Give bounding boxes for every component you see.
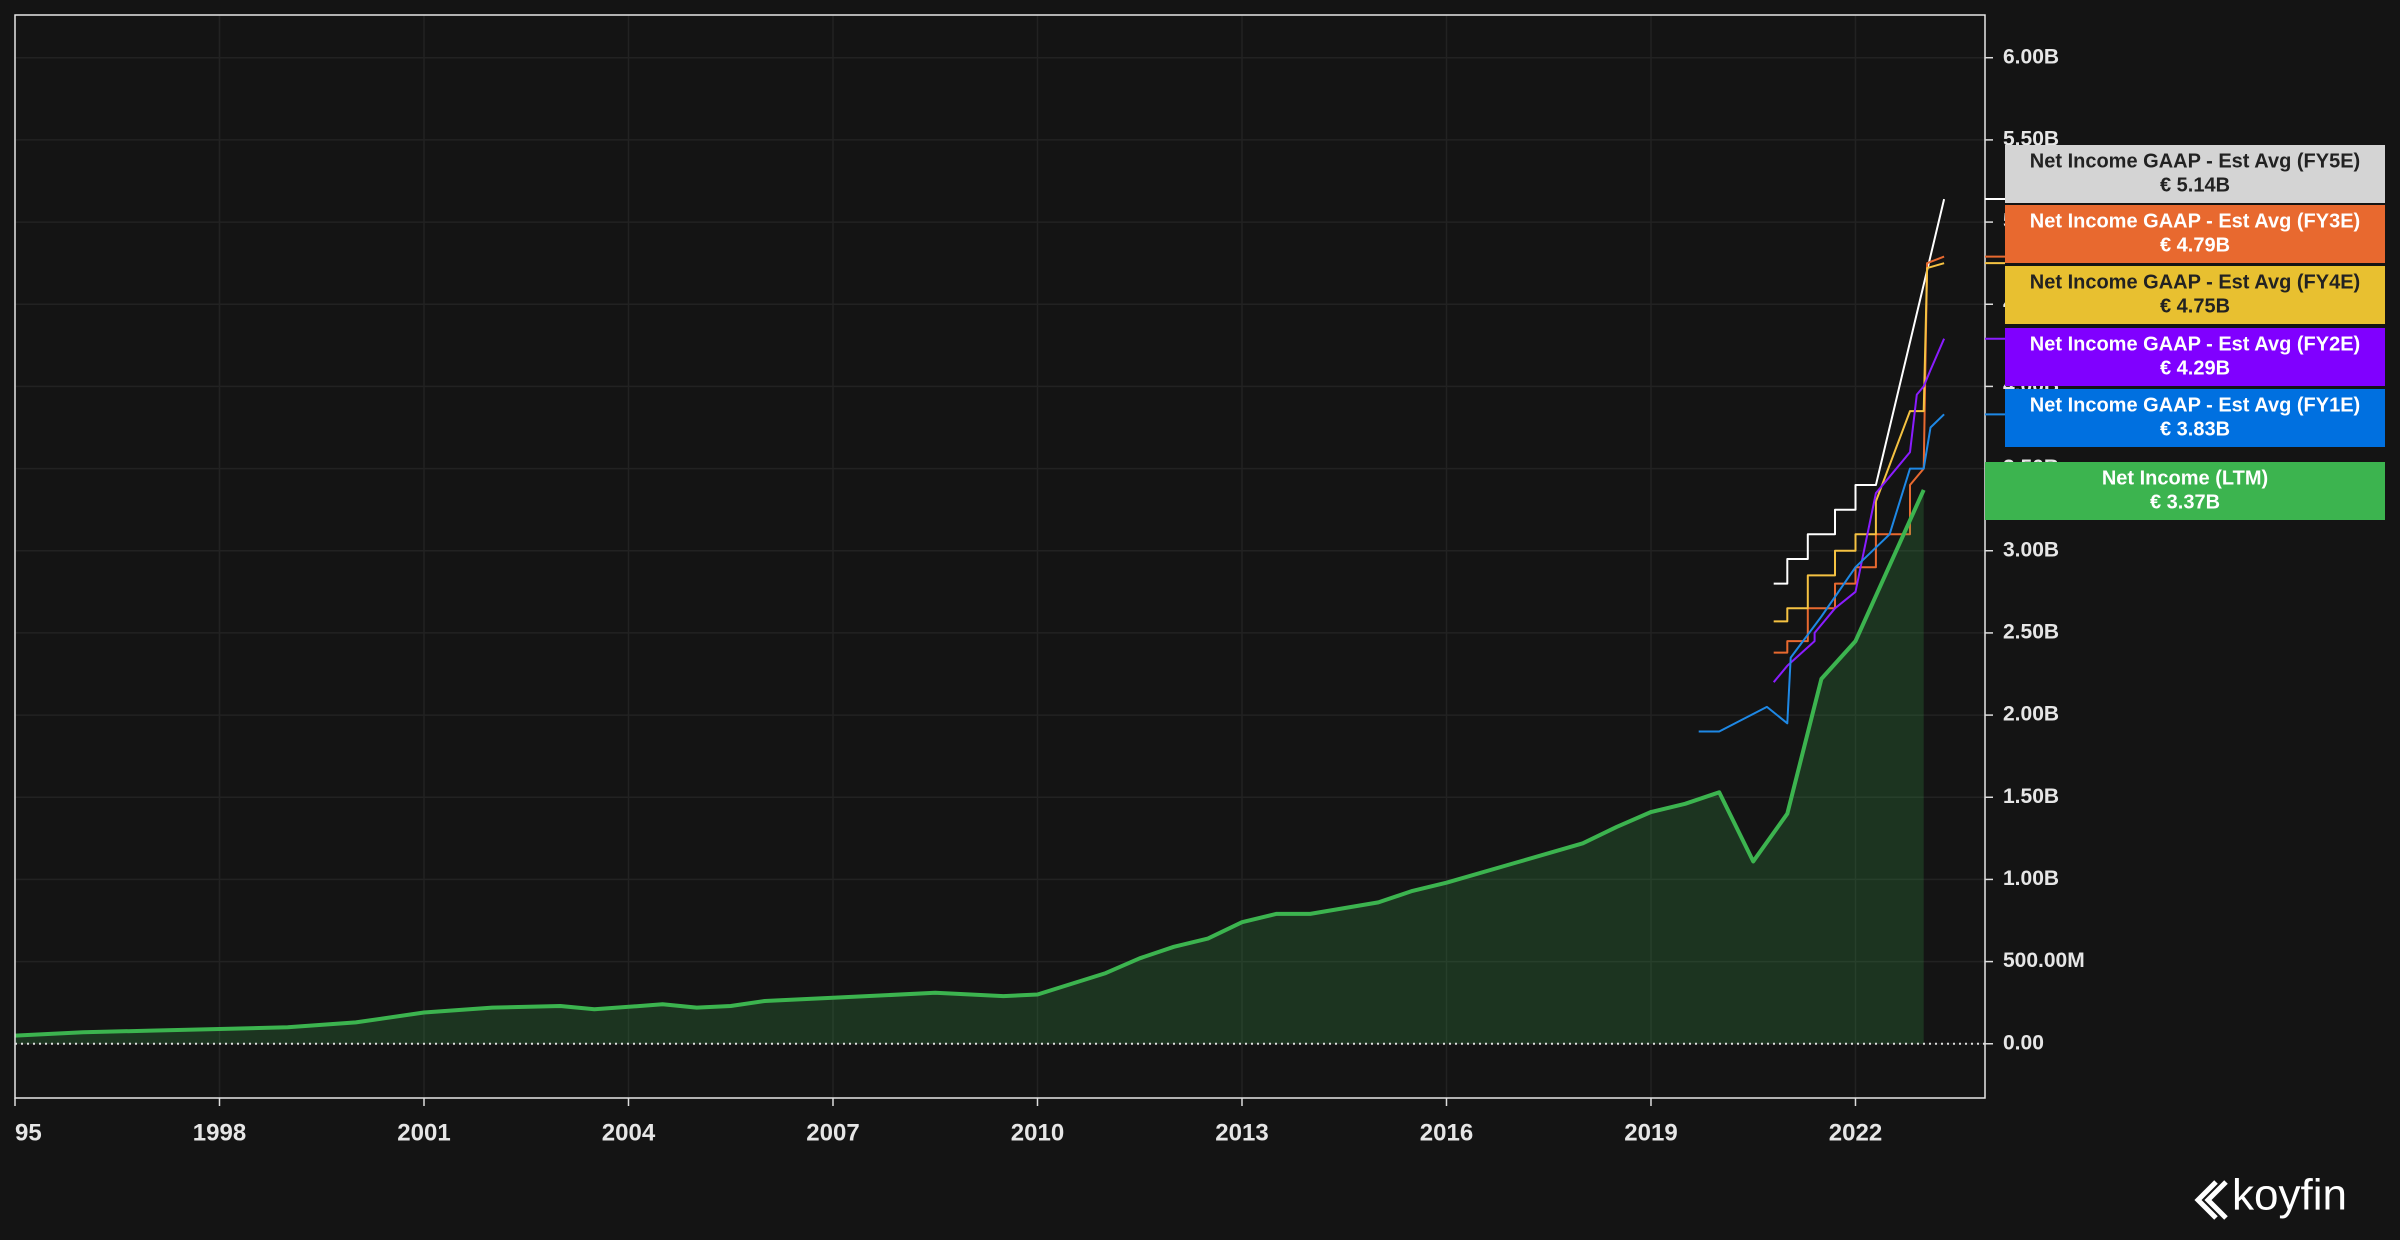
x-tick-label: 2010 [1011,1119,1064,1146]
legend-entry: Net Income GAAP - Est Avg (FY2E) [2030,333,2360,355]
x-tick-label: 2004 [602,1119,656,1146]
y-tick-label: 2.00B [2003,703,2059,726]
legend-entry: Net Income GAAP - Est Avg (FY4E) [2030,271,2360,293]
x-tick-label: 2007 [806,1119,859,1146]
value-label: € 4.79B [2160,234,2230,256]
y-tick-label: 500.00M [2003,949,2085,972]
watermark: koyfin [2232,1171,2347,1220]
value-label: € 3.37B [2150,491,2220,513]
series-line [1773,198,1946,585]
value-label-box [2005,328,2385,386]
x-tick-label: 2022 [1829,1119,1882,1146]
series-line [14,489,1926,1038]
x-tick-label: 1998 [193,1119,246,1146]
value-label-box [2005,145,2385,203]
value-label-box [2005,389,2385,447]
y-tick-label: 0.00 [2003,1031,2044,1054]
value-label-box [1985,462,2385,520]
x-tick-label: 2001 [397,1119,450,1146]
series-line [1698,413,1945,733]
y-tick-label: 6.00B [2003,45,2059,68]
logo: koyfin [2194,1171,2347,1220]
y-tick-label: 1.00B [2003,867,2059,890]
x-tick-label: 95 [15,1119,42,1146]
value-label: € 3.83B [2160,418,2230,440]
grid [14,15,1985,1098]
area [15,489,1924,1044]
legend-entry: Net Income GAAP - Est Avg (FY3E) [2030,210,2360,232]
plot-area [14,198,1946,1044]
value-label: € 4.29B [2160,357,2230,379]
logo-icon [2194,1180,2228,1220]
series-line [1773,255,1945,654]
plot-frame [14,14,1986,1099]
series-line [1772,338,1946,683]
value-label: € 4.75B [2160,295,2230,317]
legend-entry: Net Income GAAP - Est Avg (FY5E) [2030,150,2360,172]
value-label: € 5.14B [2160,174,2230,196]
series-labels: Net Income GAAP - Est Avg (FY5E)€ 5.14B N… [1985,145,2385,520]
x-tick-label: 2016 [1420,1119,1473,1146]
y-tick-label: 1.50B [2003,785,2059,808]
x-tick-label: 2019 [1624,1119,1677,1146]
value-label-box [2005,205,2385,263]
y-tick-label: 2.50B [2003,620,2059,643]
value-label-box [2005,266,2385,324]
series-line [1773,262,1945,623]
legend-entry: Net Income GAAP - Est Avg (FY1E) [2030,394,2360,416]
y-tick-label: 3.00B [2003,538,2059,561]
legend-entry: Net Income (LTM) [2102,467,2268,489]
y-tick-label: 5.50B [2003,127,2059,150]
x-tick-label: 2013 [1215,1119,1268,1146]
